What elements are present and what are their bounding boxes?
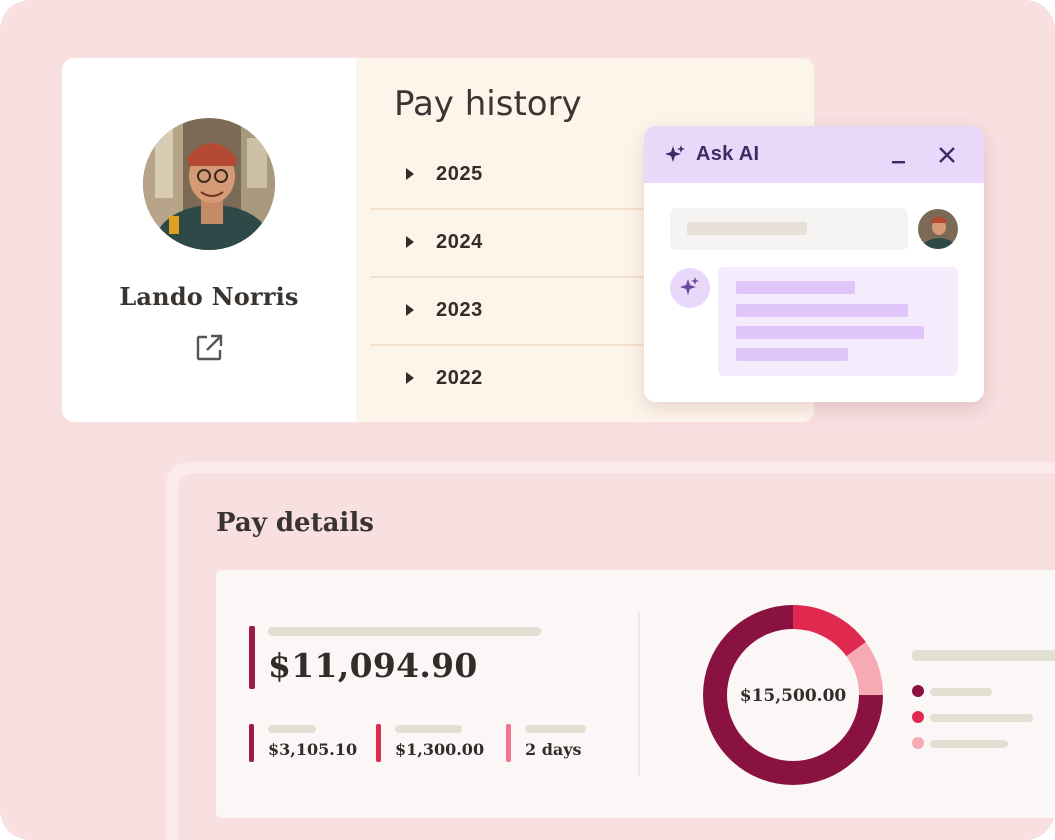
legend-label-placeholder (930, 714, 1033, 722)
label-placeholder (395, 725, 462, 733)
profile-panel: Lando Norris (62, 58, 356, 422)
legend-dot (912, 737, 924, 749)
net-pay-amount: $11,094.90 (268, 646, 478, 685)
year-label: 2024 (436, 230, 483, 253)
message-placeholder (687, 222, 807, 235)
deductions-value: $3,105.10 (268, 740, 358, 759)
sparkle-icon (665, 144, 685, 162)
year-row-2025[interactable]: 2025 (370, 140, 790, 210)
sparkle-icon (680, 277, 699, 295)
message-placeholder (736, 326, 924, 339)
year-label: 2023 (436, 298, 483, 321)
message-placeholder (736, 348, 848, 361)
net-pay-accent (249, 626, 255, 689)
message-placeholder (736, 304, 908, 317)
legend-dot (912, 685, 924, 697)
legend-label-placeholder (930, 688, 992, 696)
breakdown-accent (249, 724, 254, 762)
caret-right-icon (406, 372, 414, 384)
donut-center-label: $15,500.00 (740, 686, 847, 706)
label-placeholder (268, 627, 541, 636)
year-label: 2025 (436, 162, 483, 185)
legend-label-placeholder (930, 740, 1008, 748)
ai-message-bubble (718, 267, 958, 376)
year-label: 2022 (436, 366, 483, 389)
pay-history-title: Pay history (394, 84, 582, 124)
year-row-2023[interactable]: 2023 (370, 276, 790, 346)
external-link-icon[interactable] (194, 333, 224, 363)
taxes-value: $1,300.00 (395, 740, 485, 759)
pay-donut-chart: $15,500.00 (703, 605, 883, 785)
donut-slice (703, 605, 883, 785)
breakdown-accent (506, 724, 511, 762)
year-row-2022[interactable]: 2022 (370, 344, 790, 412)
donut-slice (846, 642, 883, 696)
message-placeholder (736, 281, 855, 294)
label-placeholder (268, 725, 316, 733)
caret-right-icon (406, 168, 414, 180)
ask-ai-title: Ask AI (696, 143, 760, 165)
employee-name: Lando Norris (119, 282, 299, 311)
year-row-2024[interactable]: 2024 (370, 208, 790, 278)
legend-dot (912, 711, 924, 723)
divider (638, 612, 640, 776)
breakdown-accent (376, 724, 381, 762)
ask-ai-panel: Ask AI (644, 126, 984, 402)
legend-title-placeholder (912, 650, 1055, 661)
ask-ai-header: Ask AI (644, 126, 984, 183)
pay-details-title: Pay details (216, 508, 374, 538)
label-placeholder (525, 725, 586, 733)
minimize-icon[interactable] (890, 144, 908, 164)
pay-summary-panel (216, 570, 1055, 818)
caret-right-icon (406, 236, 414, 248)
donut-slice (792, 605, 866, 657)
close-icon[interactable] (936, 144, 958, 166)
user-avatar (918, 209, 958, 249)
avatar (143, 118, 275, 250)
time-off-value: 2 days (525, 740, 582, 759)
caret-right-icon (406, 304, 414, 316)
user-message-bubble (670, 208, 908, 250)
ai-avatar (670, 268, 710, 308)
